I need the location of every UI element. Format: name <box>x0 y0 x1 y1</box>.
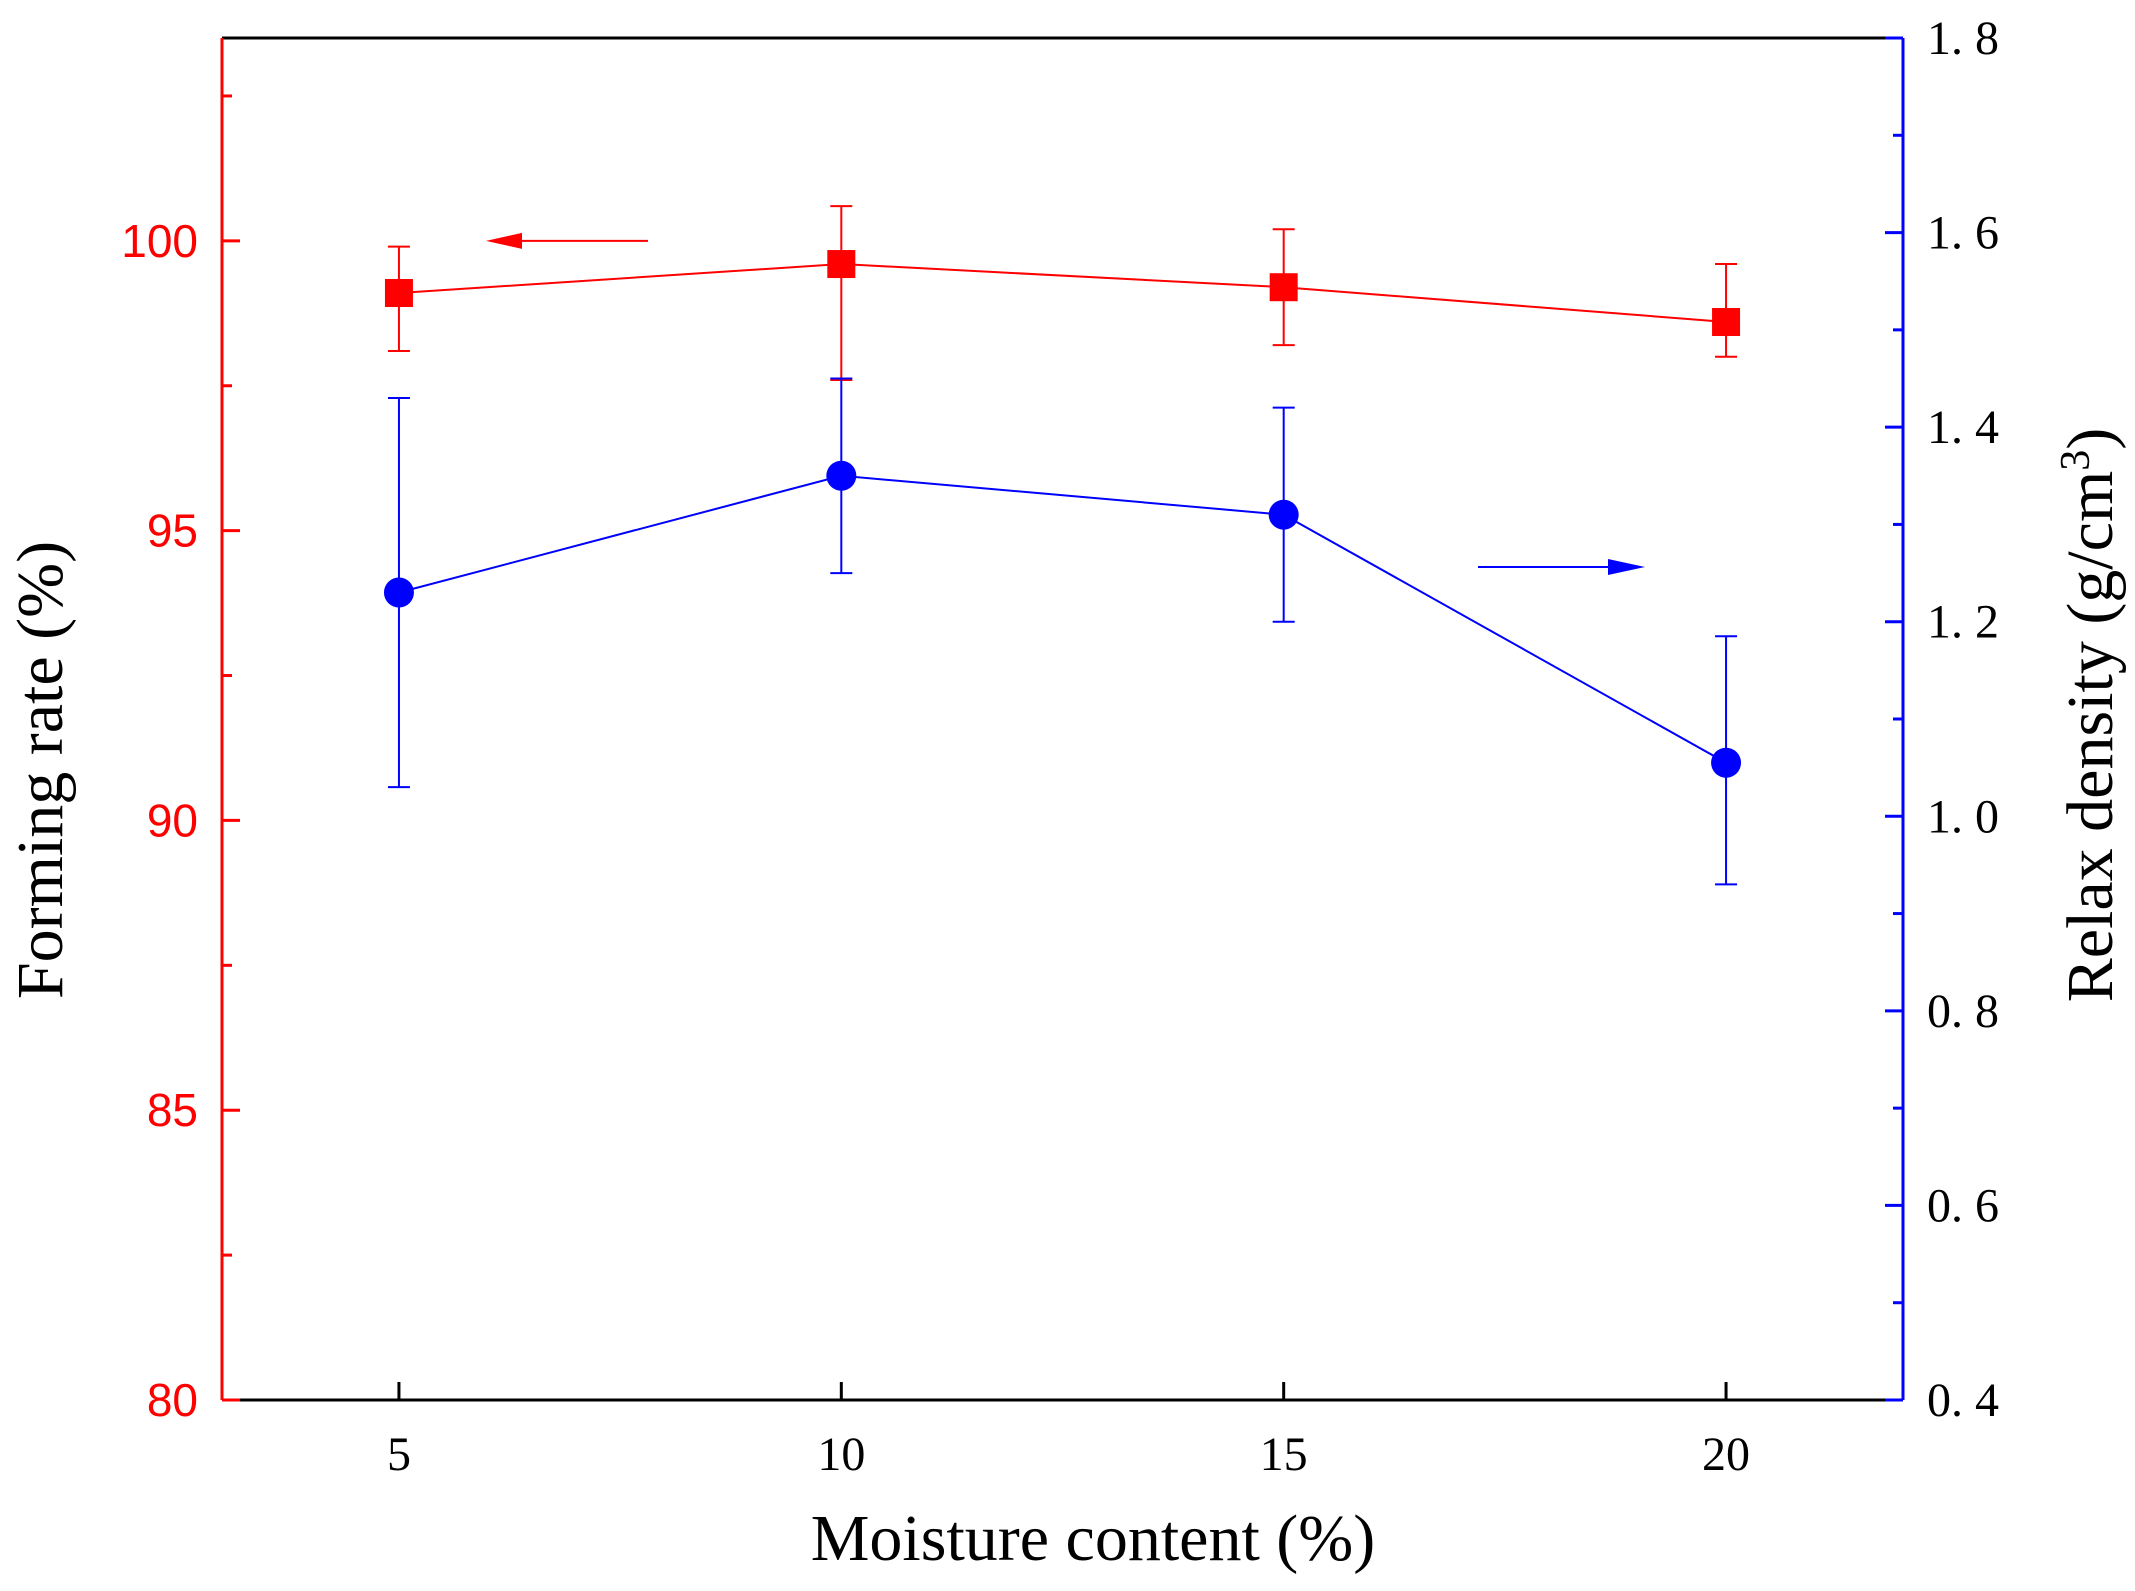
series-line <box>398 263 1727 323</box>
y-right-axis-title-close: ) <box>2054 428 2127 450</box>
y-left-tick-label: 80 <box>147 1374 198 1426</box>
data-point-square <box>827 250 856 279</box>
series-relax-density <box>383 377 1742 886</box>
x-tick-label: 5 <box>387 1428 411 1481</box>
x-tick-label: 20 <box>1702 1428 1750 1481</box>
arrow-left-head <box>486 232 522 249</box>
y-left-tick-label: 85 <box>147 1084 198 1136</box>
series-line <box>398 474 1727 764</box>
annotation-layer <box>486 232 1645 575</box>
data-point-square <box>1269 273 1298 302</box>
y-left-tick-label: 90 <box>147 794 198 846</box>
y-right-axis-title-main: Relax density (g/cm <box>2054 471 2127 1003</box>
y-left-axis-title: Forming rate (%) <box>4 541 77 999</box>
y-left-tick-label: 95 <box>147 505 198 557</box>
data-point-circle <box>1711 747 1742 778</box>
y-right-tick-label: 1. 4 <box>1927 401 1999 454</box>
y-right-tick-label: 1. 2 <box>1927 596 1999 649</box>
data-point-circle <box>826 460 857 491</box>
y-right-axis: 0. 4 0. 6 0. 8 1. 0 1. 2 1. 4 1. 6 1. 8 <box>1885 12 1999 1427</box>
y-right-tick-label: 0. 6 <box>1927 1179 1999 1232</box>
data-point-square <box>1712 307 1741 336</box>
y-right-tick-label: 1. 8 <box>1927 12 1999 65</box>
x-tick-label: 10 <box>817 1428 865 1481</box>
x-axis: 5 10 15 20 <box>387 1382 1750 1481</box>
plot-frame <box>220 36 1905 1402</box>
y-right-axis-title-sup: 3 <box>2053 450 2099 471</box>
data-point-circle <box>383 577 414 608</box>
series-layer <box>383 205 1742 886</box>
y-right-tick-label: 1. 0 <box>1927 790 1999 843</box>
data-point-circle <box>1268 499 1299 530</box>
y-right-tick-label: 0. 8 <box>1927 985 1999 1038</box>
x-axis-title: Moisture content (%) <box>811 1502 1376 1575</box>
x-tick-label: 15 <box>1260 1428 1308 1481</box>
y-right-tick-label: 1. 6 <box>1927 207 1999 260</box>
y-right-tick-label: 0. 4 <box>1927 1374 1999 1427</box>
y-left-tick-label: 100 <box>121 215 198 267</box>
y-right-axis-title: Relax density (g/cm3) <box>2053 428 2127 1003</box>
series-forming-rate <box>384 205 1741 381</box>
y-left-axis: 80 85 90 95 100 <box>121 94 240 1426</box>
arrow-right-head <box>1608 559 1645 575</box>
data-point-square <box>384 279 413 308</box>
